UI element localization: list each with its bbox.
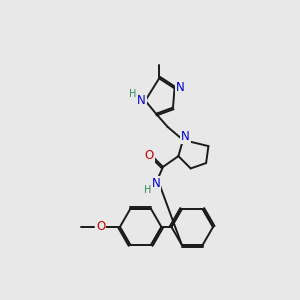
Text: N: N: [181, 130, 190, 143]
Text: H: H: [144, 185, 151, 195]
Text: N: N: [176, 81, 184, 94]
Text: O: O: [96, 220, 105, 233]
Text: N: N: [137, 94, 146, 107]
Text: H: H: [129, 89, 137, 99]
Text: N: N: [152, 177, 161, 190]
Text: O: O: [145, 149, 154, 162]
